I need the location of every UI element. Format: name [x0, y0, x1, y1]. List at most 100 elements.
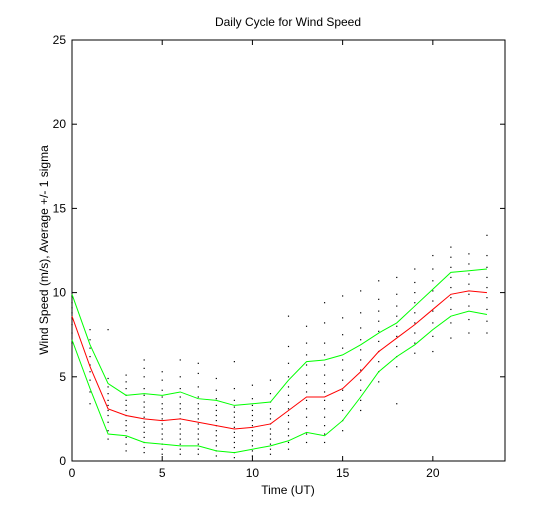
- scatter-point: [143, 416, 145, 418]
- scatter-point: [179, 408, 181, 410]
- scatter-point: [287, 315, 290, 317]
- scatter-point: [468, 253, 470, 255]
- scatter-point: [233, 416, 235, 418]
- scatter-point: [269, 418, 272, 420]
- scatter-point: [125, 425, 127, 427]
- scatter-point: [143, 394, 145, 396]
- scatter-point: [396, 403, 398, 405]
- scatter-point: [161, 403, 163, 405]
- scatter-point: [269, 448, 272, 450]
- scatter-point: [71, 332, 73, 334]
- scatter-point: [89, 403, 91, 405]
- scatter-point: [251, 398, 254, 400]
- scatter-point: [414, 322, 416, 324]
- scatter-point: [233, 446, 235, 449]
- scatter-point: [215, 398, 217, 400]
- scatter-point: [323, 391, 326, 393]
- y-tick-label: 0: [59, 454, 66, 468]
- scatter-point: [432, 310, 434, 312]
- scatter-point: [179, 403, 181, 405]
- scatter-point: [197, 413, 199, 415]
- scatter-point: [215, 435, 217, 437]
- scatter-point: [396, 293, 398, 295]
- y-tick-label: 5: [59, 370, 66, 384]
- scatter-point: [269, 379, 272, 381]
- scatter-point: [107, 399, 109, 401]
- scatter-point: [486, 276, 488, 279]
- scatter-point: [161, 408, 163, 410]
- scatter-point: [468, 273, 470, 275]
- scatter-point: [71, 302, 73, 304]
- scatter-point: [287, 441, 290, 444]
- scatter-point: [251, 409, 254, 412]
- scatter-point: [125, 430, 127, 432]
- scatter-point: [197, 396, 199, 398]
- scatter-point: [323, 302, 326, 304]
- scatter-point: [360, 349, 362, 351]
- scatter-point: [197, 372, 199, 375]
- scatter-point: [197, 448, 199, 450]
- scatter-point: [342, 430, 344, 432]
- scatter-point: [161, 418, 163, 420]
- scatter-point: [125, 409, 127, 412]
- scatter-point: [269, 453, 272, 455]
- scatter-point: [89, 379, 91, 381]
- scatter-point: [125, 404, 127, 407]
- scatter-point: [287, 386, 290, 388]
- scatter-point: [486, 266, 488, 268]
- scatter-point: [360, 359, 362, 361]
- scatter-point: [215, 430, 217, 432]
- scatter-point: [197, 408, 199, 410]
- scatter-point: [179, 359, 181, 361]
- scatter-point: [305, 441, 308, 444]
- scatter-point: [233, 411, 235, 413]
- scatter-point: [251, 414, 254, 417]
- scatter-point: [107, 329, 109, 331]
- x-tick-label: 15: [336, 466, 350, 480]
- scatter-point: [143, 406, 145, 408]
- scatter-point: [215, 409, 217, 412]
- scatter-point: [161, 433, 163, 435]
- scatter-point: [215, 377, 217, 380]
- scatter-point: [378, 310, 380, 312]
- scatter-point: [197, 443, 199, 445]
- scatter-point: [360, 327, 362, 329]
- scatter-point: [143, 451, 145, 454]
- scatter-point: [450, 297, 452, 299]
- scatter-point: [287, 394, 290, 396]
- scatter-point: [161, 389, 163, 391]
- scatter-point: [342, 317, 344, 319]
- scatter-point: [71, 342, 73, 344]
- scatter-point: [450, 246, 452, 248]
- scatter-point: [287, 376, 290, 378]
- scatter-point: [486, 297, 488, 299]
- scatter-point: [161, 428, 163, 430]
- scatter-point: [360, 409, 362, 412]
- scatter-point: [89, 391, 91, 393]
- y-tick-label: 15: [53, 201, 67, 215]
- scatter-point: [450, 337, 452, 339]
- scatter-point: [89, 364, 91, 366]
- scatter-point: [89, 371, 91, 373]
- scatter-point: [161, 371, 163, 373]
- scatter-point: [215, 389, 217, 391]
- scatter-point: [450, 322, 452, 324]
- scatter-point: [486, 286, 488, 289]
- scatter-points: [71, 234, 488, 459]
- scatter-point: [468, 293, 470, 295]
- scatter-point: [378, 330, 380, 332]
- scatter-point: [305, 425, 308, 427]
- scatter-point: [89, 347, 91, 349]
- scatter-point: [323, 322, 326, 324]
- scatter-point: [378, 280, 380, 282]
- scatter-point: [287, 448, 290, 450]
- scatter-point: [233, 431, 235, 433]
- scatter-point: [323, 374, 326, 376]
- scatter-point: [450, 256, 452, 258]
- scatter-point: [396, 325, 398, 327]
- scatter-point: [125, 436, 127, 439]
- scatter-point: [414, 332, 416, 334]
- scatter-point: [342, 379, 344, 381]
- scatter-point: [179, 428, 181, 430]
